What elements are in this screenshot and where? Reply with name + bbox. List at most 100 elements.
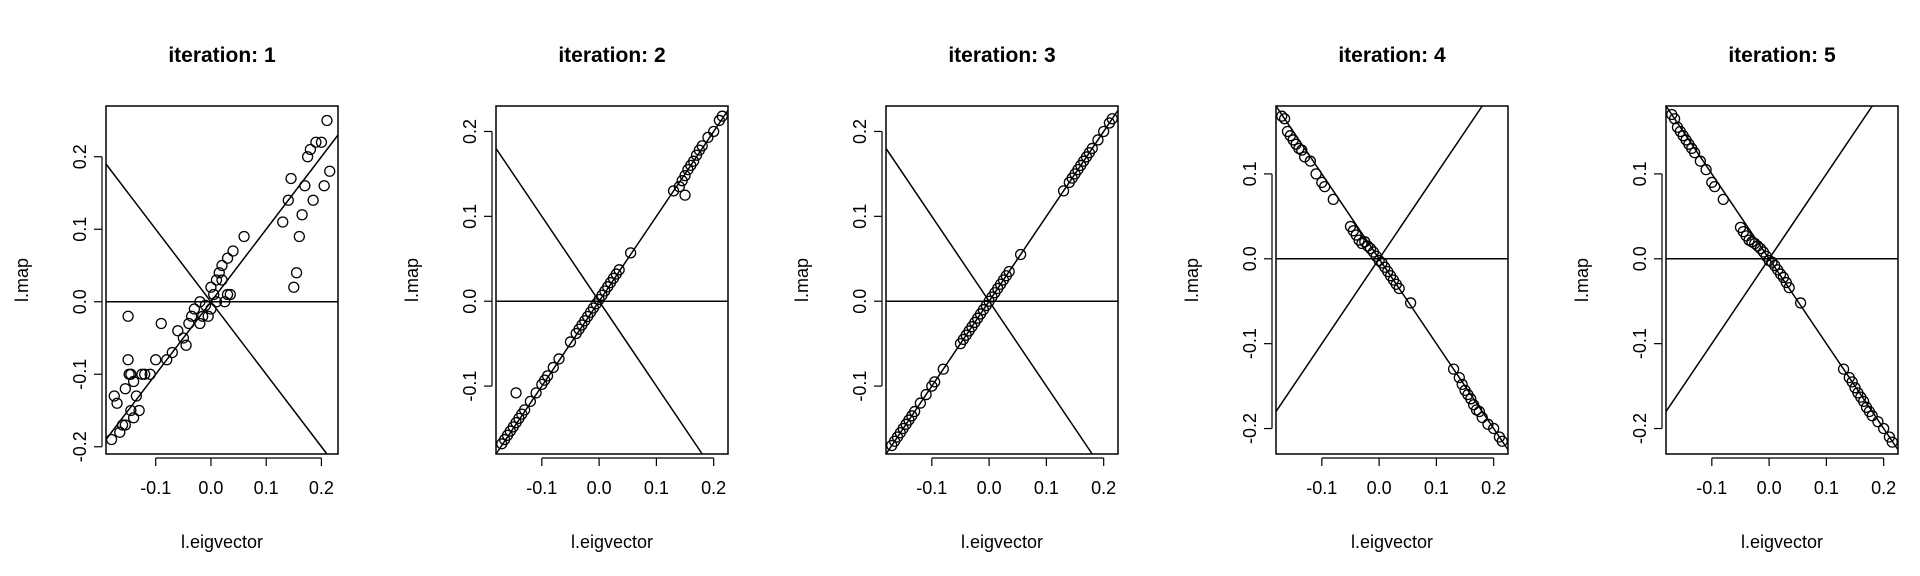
data-point xyxy=(299,180,311,192)
data-point xyxy=(1362,240,1374,252)
x-tick-label: 0.0 xyxy=(1367,478,1392,498)
x-tick-label: 0.2 xyxy=(701,478,726,498)
x-tick-label: 0.1 xyxy=(1814,478,1839,498)
data-point xyxy=(524,395,537,408)
data-point xyxy=(679,169,691,182)
y-tick-label: -0.2 xyxy=(1240,413,1260,444)
data-point xyxy=(613,264,625,276)
x-axis-label: l.eigvector xyxy=(571,532,653,552)
data-point xyxy=(139,368,151,380)
data-point xyxy=(1878,422,1890,435)
data-point xyxy=(1496,435,1508,447)
plot-frame xyxy=(105,105,339,455)
data-point xyxy=(1473,405,1486,418)
data-point xyxy=(130,390,143,402)
y-tick-label: -0.1 xyxy=(1630,328,1650,359)
data-point xyxy=(530,387,542,399)
data-point xyxy=(136,368,148,380)
data-point xyxy=(321,114,333,127)
data-point xyxy=(1310,168,1322,180)
data-point xyxy=(114,426,126,438)
reference-line-negative-diagonal xyxy=(1275,105,1509,451)
data-point xyxy=(518,404,531,416)
y-axis-label: l.map xyxy=(402,258,422,302)
data-point xyxy=(1298,151,1311,163)
data-point xyxy=(1319,180,1331,193)
y-tick-label: -0.2 xyxy=(70,431,90,462)
y-tick-label: -0.1 xyxy=(460,371,480,402)
data-point xyxy=(541,370,554,382)
data-point xyxy=(667,185,680,197)
data-point xyxy=(1857,395,1870,408)
y-axis-label: l.map xyxy=(792,258,812,302)
x-axis-label: l.eigvector xyxy=(1741,532,1823,552)
data-point xyxy=(1456,378,1468,391)
data-point xyxy=(277,216,289,228)
y-tick-label: 0.0 xyxy=(850,289,870,314)
data-point xyxy=(1476,411,1488,424)
data-point xyxy=(194,317,206,330)
data-point xyxy=(285,172,297,185)
data-point xyxy=(1783,281,1795,294)
reference-line-positive-diagonal xyxy=(885,109,1119,455)
data-point xyxy=(127,412,140,424)
data-point xyxy=(1106,113,1118,125)
data-point xyxy=(716,110,728,122)
x-tick-label: 0.0 xyxy=(587,478,612,498)
data-point xyxy=(172,325,184,337)
data-point xyxy=(1014,248,1027,261)
x-tick-label: 0.1 xyxy=(1424,478,1449,498)
data-point xyxy=(1296,144,1308,156)
data-point xyxy=(1393,282,1405,295)
data-point xyxy=(1837,363,1850,375)
data-point xyxy=(1846,376,1858,388)
data-point xyxy=(1404,297,1417,309)
data-point xyxy=(1794,297,1807,309)
reference-line-positive-diagonal xyxy=(495,109,729,455)
data-point xyxy=(111,397,123,409)
data-point xyxy=(221,288,234,301)
data-point xyxy=(194,296,206,308)
y-tick-label: -0.2 xyxy=(1630,413,1650,444)
plot-frame xyxy=(1275,105,1509,455)
data-point xyxy=(227,245,239,257)
data-point xyxy=(679,189,691,201)
data-point xyxy=(324,165,336,177)
x-tick-label: -0.1 xyxy=(916,478,947,498)
data-point xyxy=(908,405,921,418)
plot-panel-2: iteration: 2 -0.1 0.0 0.1 0.2 -0.1 0.0 0.1 0.2 l.… xyxy=(402,44,729,552)
data-point xyxy=(199,299,212,312)
plot-panel-3: iteration: 3 -0.1 0.0 0.1 0.2 -0.1 0.0 0.1 0.2 l.… xyxy=(792,44,1119,552)
y-tick-label: 0.1 xyxy=(1240,161,1260,186)
data-point xyxy=(202,310,214,322)
x-tick-label: 0.2 xyxy=(1481,478,1506,498)
data-point xyxy=(1057,185,1070,197)
data-point xyxy=(122,354,134,366)
y-tick-label: 0.0 xyxy=(70,289,90,314)
data-point xyxy=(1709,180,1721,193)
data-point xyxy=(210,274,223,286)
data-point xyxy=(1278,113,1291,125)
data-point xyxy=(205,281,217,293)
data-point xyxy=(1688,147,1701,159)
x-axis-label: l.eigvector xyxy=(1351,532,1433,552)
data-point xyxy=(216,274,228,286)
data-point xyxy=(290,267,303,279)
data-point xyxy=(180,339,192,351)
y-tick-label: 0.0 xyxy=(1240,246,1260,271)
data-point xyxy=(238,230,250,243)
x-axis-label: l.eigvector xyxy=(961,532,1043,552)
data-point xyxy=(1717,193,1729,206)
data-point xyxy=(307,194,319,206)
plot-panel-4: iteration: 4 -0.1 0.0 0.1 0.2 -0.2 -0.1 0.0 0.1 l… xyxy=(1182,44,1509,552)
data-point xyxy=(1353,234,1365,246)
x-tick-label: -0.1 xyxy=(526,478,557,498)
data-point xyxy=(105,433,118,446)
data-point xyxy=(1754,242,1767,255)
plot-panel-5: iteration: 5 -0.1 0.0 0.1 0.2 -0.2 -0.1 0.0 0.1 l… xyxy=(1572,44,1899,552)
data-point xyxy=(282,194,294,206)
data-point xyxy=(673,180,685,193)
data-point xyxy=(177,332,189,344)
data-point xyxy=(510,387,522,399)
